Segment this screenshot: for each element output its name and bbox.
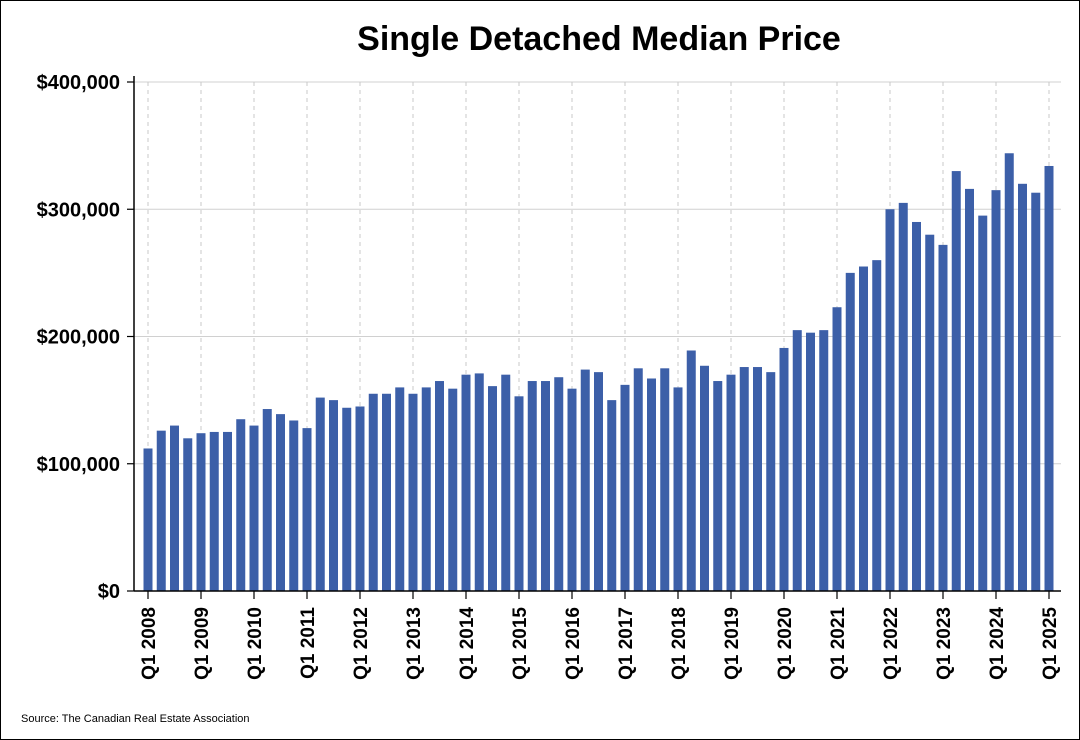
axis-layer [127,76,1061,599]
bar: Q1 2024: 315000 [991,190,1001,591]
chart-title: Single Detached Median Price [357,20,841,58]
bar: Q3 2020: 203000 [806,332,815,591]
bar: Q1 2021: 223000 [832,307,842,591]
bar: Q2 2020: 205000 [792,330,802,591]
bar: Q3 2024: 320000 [1018,183,1027,592]
bar: Q1 2025: 334000 [1044,165,1054,592]
bar: Q3 2012: 155000 [382,393,391,591]
bar: Q2 2018: 189000 [686,350,696,591]
x-tick-label: Q1 2022 [881,607,902,680]
x-tick-label: Q1 2015 [510,607,531,680]
bar: Q4 2009: 135000 [236,419,246,591]
bar: Q4 2021: 260000 [872,260,882,591]
bar: Q4 2017: 175000 [660,368,670,591]
bar: Q1 2015: 153000 [514,396,524,591]
bar: Q4 2018: 165000 [713,381,723,591]
y-tick-label: $200,000 [37,327,120,349]
x-tick-label: Q1 2020 [775,607,796,680]
bar: Q4 2014: 170000 [501,374,511,591]
bar: Q2 2016: 174000 [580,369,590,591]
bar: Q1 2009: 124000 [196,433,206,591]
x-tick-label: Q1 2011 [298,607,319,679]
bar: Q2 2024: 344000 [1004,153,1014,591]
bar: Q4 2016: 150000 [607,400,617,591]
x-tick-label: Q1 2024 [987,607,1008,680]
bar: Q2 2009: 125000 [209,431,219,591]
bar: Q4 2015: 168000 [554,377,564,591]
x-tick-label: Q1 2008 [139,607,160,680]
y-tick-label: $400,000 [37,72,120,94]
bar: Q4 2013: 159000 [448,388,458,591]
source-note: Source: The Canadian Real Estate Associa… [21,713,250,725]
bar: Q3 2021: 255000 [859,266,868,591]
bar: Q1 2018: 160000 [673,387,683,591]
bar: Q3 2023: 316000 [965,188,974,591]
bar: Q2 2008: 126000 [156,430,166,591]
y-tick-label: $300,000 [37,199,120,221]
bar: Q3 2019: 176000 [753,367,762,591]
bar: Q2 2012: 155000 [368,393,378,591]
x-tick-label: Q1 2017 [616,607,637,680]
bar: Q4 2022: 280000 [925,234,935,591]
bar: Q1 2010: 130000 [249,425,259,591]
x-tick-label: Q1 2013 [404,607,425,680]
bar: Q4 2024: 313000 [1031,192,1041,591]
bar: Q1 2013: 155000 [408,393,418,591]
bar: Q2 2011: 152000 [315,397,325,591]
bar: Q1 2008: 112000 [143,448,153,591]
bar: Q4 2019: 172000 [766,372,776,591]
bar: Q3 2017: 167000 [647,378,656,591]
bar: Q3 2013: 165000 [435,381,444,591]
bar: Q2 2017: 175000 [633,368,643,591]
x-tick-label: Q1 2019 [722,607,743,680]
x-tick-label: Q1 2010 [245,607,266,680]
bar: Q2 2015: 165000 [527,381,537,591]
bar: Q1 2020: 191000 [779,347,789,591]
bar: Q3 2009: 125000 [223,431,232,591]
bar: Q3 2011: 150000 [329,400,338,591]
x-tick-label: Q1 2025 [1040,607,1061,680]
bar: Q4 2008: 120000 [183,438,193,591]
x-tick-label: Q1 2018 [669,607,690,680]
bar: Q1 2022: 300000 [885,209,895,591]
bar: Q1 2023: 272000 [938,244,948,591]
bar: Q2 2019: 176000 [739,367,749,591]
x-tick-label: Q1 2014 [457,607,478,680]
bar: Q3 2016: 172000 [594,372,603,591]
x-tick-label: Q1 2023 [934,607,955,680]
bar: Q1 2016: 159000 [567,388,577,591]
bar: Q2 2021: 250000 [845,272,855,591]
bar: Q1 2017: 162000 [620,384,630,591]
bar: Q3 2010: 139000 [276,414,285,591]
bar-layer: Q1 2008: 112000Q2 2008: 126000 Q3 2008: 1… [143,153,1054,592]
bar: Q1 2014: 170000 [461,374,471,591]
bar: Q1 2019: 170000 [726,374,736,591]
bar: Q2 2010: 143000 [262,409,272,591]
label-layer: $0 $100,000 $200,000 $300,000 $400,000 Q1 200… [37,72,1061,680]
bar: Q2 2013: 160000 [421,387,431,591]
bar: Q3 2014: 161000 [488,386,497,591]
bar: Q2 2023: 330000 [951,171,961,591]
bar: Q4 2010: 134000 [289,420,299,591]
bar: Q3 2008: 130000 [170,425,179,591]
bar: Q3 2022: 290000 [912,221,921,591]
bar: Q3 2018: 177000 [700,365,709,591]
y-tick-label: $100,000 [37,454,120,476]
x-tick-label: Q1 2016 [563,607,584,680]
x-tick-label: Q1 2012 [351,607,372,680]
bar: Q4 2011: 144000 [342,407,352,591]
y-tick-label: $0 [98,581,120,603]
bar: Q1 2012: 145000 [355,406,365,591]
bar: Q4 2023: 295000 [978,215,988,592]
bar: Q2 2014: 171000 [474,373,484,591]
bar: Q3 2015: 165000 [541,381,550,591]
x-tick-label: Q1 2009 [192,607,213,680]
x-tick-label: Q1 2021 [828,607,849,680]
bar: Q4 2012: 160000 [395,387,405,591]
bar: Q1 2011: 128000 [302,428,312,591]
bar: Q4 2020: 205000 [819,330,829,591]
bar: Q2 2022: 305000 [898,202,908,591]
